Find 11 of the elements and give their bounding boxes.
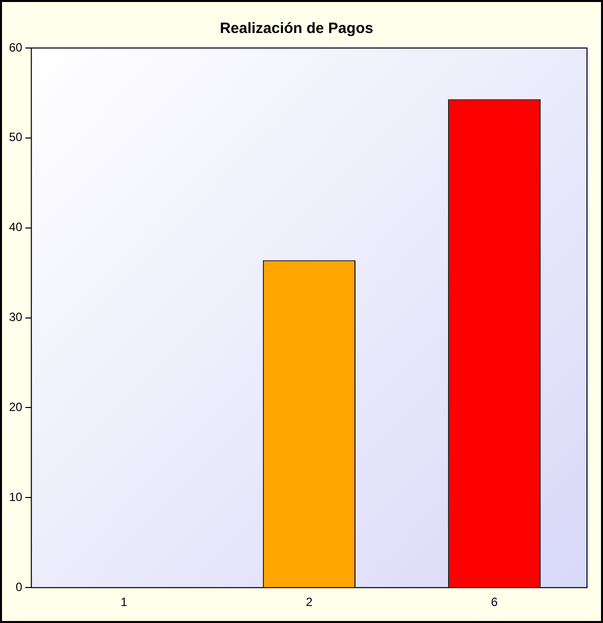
y-tick-label: 20 [8,400,23,414]
y-tick-label: 10 [8,490,23,504]
y-tick-label: 40 [8,220,23,234]
y-tick-label: 0 [16,580,23,594]
y-tick-label: 60 [8,40,23,54]
x-tick-label: 1 [120,595,128,610]
x-tick-label: 2 [306,595,313,610]
chart-title: Realización de Pagos [220,20,374,38]
x-tick-label: 6 [491,595,498,610]
y-tick-label: 50 [8,130,23,144]
y-tick-label: 30 [8,310,23,324]
